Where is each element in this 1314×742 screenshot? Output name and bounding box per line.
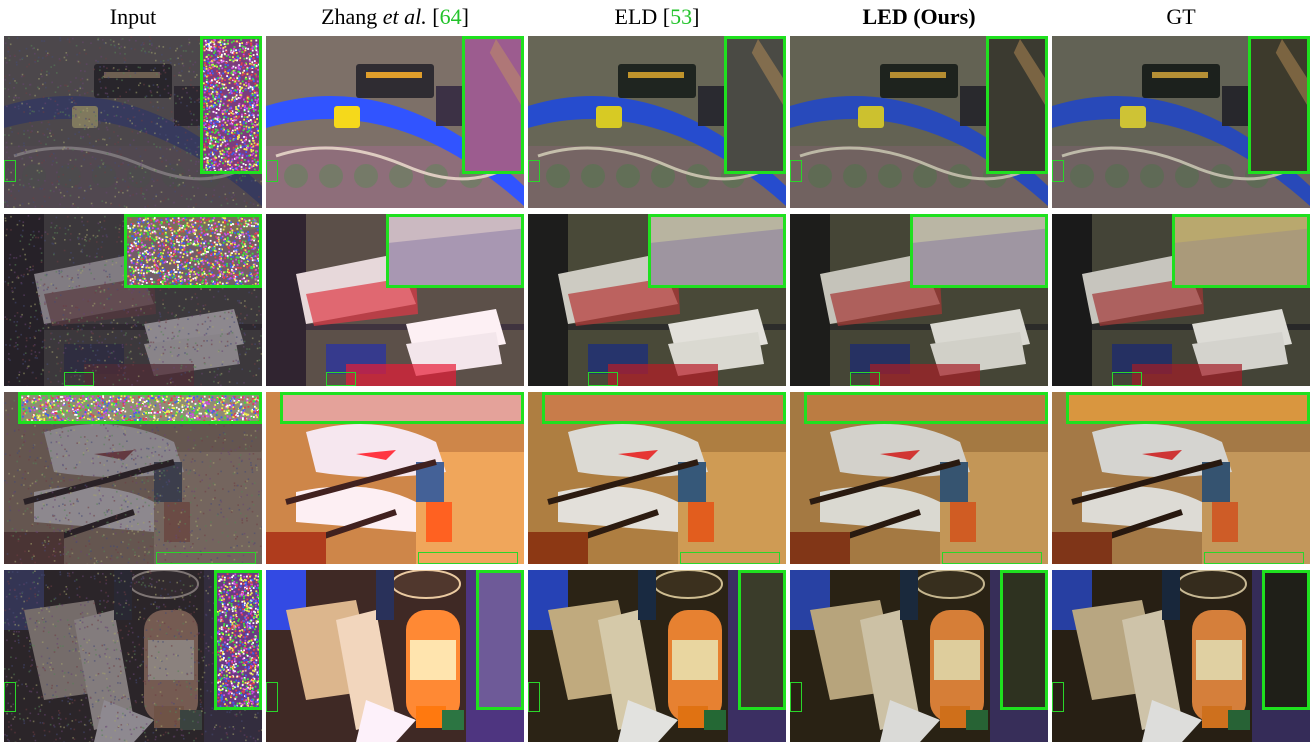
image-magazine-scene-input <box>4 214 262 386</box>
zoom-inset <box>476 570 524 710</box>
image-train-scene-zhang <box>266 36 524 208</box>
zoom-region-marker <box>790 160 802 182</box>
header-gt: GT <box>1166 4 1196 29</box>
image-shoes-scene-led <box>790 392 1048 564</box>
zoom-region-marker <box>1052 160 1064 182</box>
image-shoes-scene-gt <box>1052 392 1310 564</box>
zoom-inset <box>1248 36 1310 174</box>
comparison-grid <box>0 36 1314 742</box>
zoom-inset <box>18 392 262 424</box>
zoom-region-marker <box>942 552 1042 564</box>
column-headers: Input Zhang et al. [64] ELD [53] LED (Ou… <box>0 0 1314 36</box>
zoom-inset <box>986 36 1048 174</box>
zoom-inset <box>462 36 524 174</box>
image-shoes-scene-zhang <box>266 392 524 564</box>
header-led-ours: LED (Ours) <box>862 4 976 29</box>
zoom-region-marker <box>680 552 780 564</box>
zoom-inset <box>804 392 1048 424</box>
header-zhang: Zhang et al. [64] <box>321 4 469 29</box>
image-shoes-scene-input <box>4 392 262 564</box>
zoom-inset <box>1066 392 1310 424</box>
zoom-inset <box>1172 214 1310 288</box>
image-magazine-scene-zhang <box>266 214 524 386</box>
zoom-region-marker <box>528 682 540 712</box>
zoom-inset <box>910 214 1048 288</box>
image-box-scene-gt <box>1052 570 1310 742</box>
zoom-region-marker <box>326 372 356 386</box>
header-eld: ELD [53] <box>614 4 700 29</box>
zoom-inset <box>386 214 524 288</box>
image-train-scene-gt <box>1052 36 1310 208</box>
image-box-scene-zhang <box>266 570 524 742</box>
image-train-scene-input <box>4 36 262 208</box>
image-shoes-scene-eld <box>528 392 786 564</box>
zoom-inset <box>124 214 262 288</box>
zoom-inset <box>542 392 786 424</box>
zoom-inset <box>280 392 524 424</box>
zoom-inset <box>214 570 262 710</box>
zoom-region-marker <box>156 552 256 564</box>
zoom-region-marker <box>588 372 618 386</box>
image-magazine-scene-eld <box>528 214 786 386</box>
zoom-region-marker <box>4 682 16 712</box>
zoom-region-marker <box>528 160 540 182</box>
image-box-scene-led <box>790 570 1048 742</box>
zoom-region-marker <box>418 552 518 564</box>
zoom-inset <box>724 36 786 174</box>
zoom-region-marker <box>4 160 16 182</box>
image-train-scene-eld <box>528 36 786 208</box>
zoom-region-marker <box>1052 682 1064 712</box>
image-box-scene-input <box>4 570 262 742</box>
image-magazine-scene-led <box>790 214 1048 386</box>
zoom-inset <box>200 36 262 174</box>
image-box-scene-eld <box>528 570 786 742</box>
header-input: Input <box>109 4 157 29</box>
zoom-region-marker <box>1204 552 1304 564</box>
zoom-inset <box>648 214 786 288</box>
zoom-region-marker <box>266 682 278 712</box>
zoom-region-marker <box>850 372 880 386</box>
scene-photo <box>266 36 524 208</box>
zoom-region-marker <box>1112 372 1142 386</box>
image-train-scene-led <box>790 36 1048 208</box>
zoom-region-marker <box>266 160 278 182</box>
zoom-inset <box>1262 570 1310 710</box>
image-magazine-scene-gt <box>1052 214 1310 386</box>
zoom-inset <box>1000 570 1048 710</box>
zoom-region-marker <box>790 682 802 712</box>
zoom-region-marker <box>64 372 94 386</box>
zoom-inset <box>738 570 786 710</box>
